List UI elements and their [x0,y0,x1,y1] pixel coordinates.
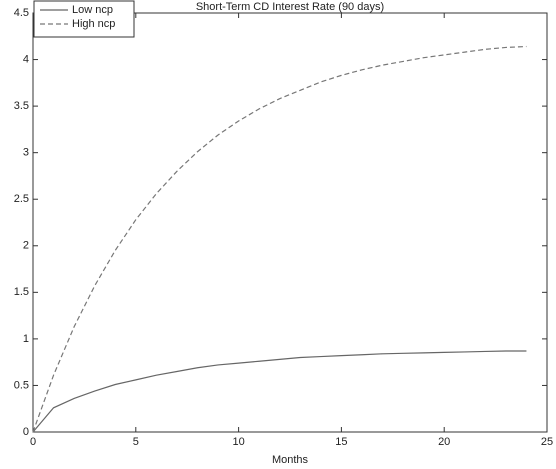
x-tick-label: 0 [30,436,36,448]
x-axis-label: Months [272,454,309,466]
y-tick-label: 3.5 [14,100,29,112]
chart-title: Short-Term CD Interest Rate (90 days) [196,1,384,13]
y-tick-label: 3 [23,147,29,159]
y-tick-label: 1.5 [14,286,29,298]
x-tick-label: 5 [133,436,139,448]
legend-label: Low ncp [72,4,113,16]
y-tick-label: 1 [23,333,29,345]
x-tick-label: 10 [232,436,244,448]
y-tick-label: 4.5 [14,7,29,19]
legend-label: High ncp [72,18,115,30]
y-tick-label: 2 [23,240,29,252]
y-tick-label: 0.5 [14,379,29,391]
x-tick-label: 20 [438,436,450,448]
y-tick-label: 0 [23,426,29,438]
line-series [32,45,527,433]
x-tick-label: 25 [541,436,553,448]
plot-frame [32,12,548,433]
line-series [32,350,527,433]
y-tick-label: 4 [23,53,29,65]
x-tick-label: 15 [335,436,347,448]
legend-box [33,0,135,38]
y-tick-label: 2.5 [14,193,29,205]
